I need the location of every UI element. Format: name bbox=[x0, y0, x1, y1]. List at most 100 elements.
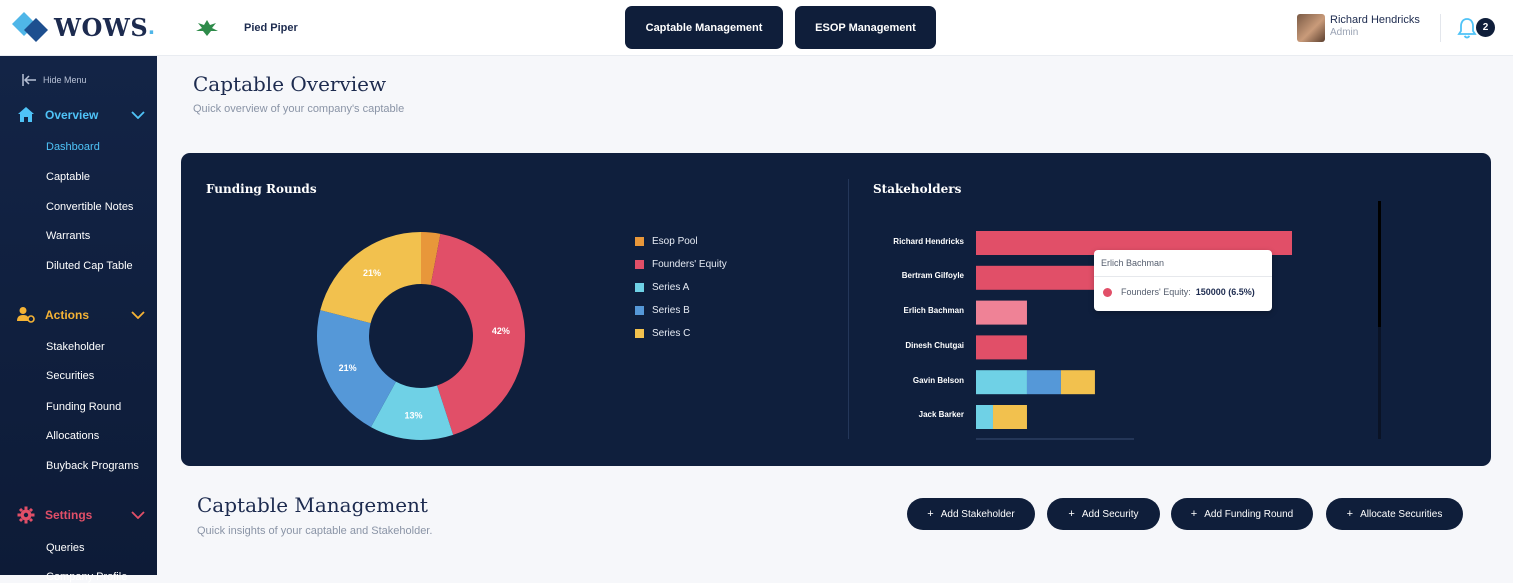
company-logo-icon bbox=[196, 20, 218, 36]
logo-dot: . bbox=[148, 13, 155, 40]
legend-swatch bbox=[635, 329, 644, 338]
company-name: Pied Piper bbox=[244, 22, 298, 34]
stakeholder-label: Gavin Belson bbox=[912, 376, 964, 385]
bar-segment[interactable] bbox=[976, 335, 1027, 360]
legend-swatch bbox=[635, 260, 644, 269]
top-bar: WOWS. Pied Piper Captable Management ESO… bbox=[0, 0, 1513, 56]
legend-swatch bbox=[635, 306, 644, 315]
legend-label: Founders' Equity bbox=[652, 259, 727, 270]
bar-segment[interactable] bbox=[976, 405, 993, 429]
bar-segment[interactable] bbox=[992, 405, 1027, 429]
legend-item[interactable]: Series C bbox=[635, 322, 727, 345]
funding-rounds-donut-chart: 42% 13% 21% 21% bbox=[317, 231, 525, 440]
user-profile[interactable]: Richard Hendricks Admin bbox=[1297, 14, 1420, 42]
sidebar-item-warrants[interactable]: Warrants bbox=[46, 230, 91, 242]
avatar bbox=[1297, 14, 1325, 42]
legend-item[interactable]: Series B bbox=[635, 299, 727, 322]
sidebar-item-queries[interactable]: Queries bbox=[46, 542, 85, 554]
sidebar-section-label: Settings bbox=[45, 508, 93, 522]
button-label: Add Stakeholder bbox=[940, 508, 1015, 520]
legend-label: Series B bbox=[652, 305, 690, 316]
page-title: Captable Overview bbox=[193, 72, 387, 96]
stakeholders-scrollbar-thumb[interactable] bbox=[1378, 201, 1381, 327]
section-title: Captable Management bbox=[197, 493, 428, 517]
sidebar-section-actions[interactable]: Actions bbox=[17, 306, 145, 323]
sidebar-item-diluted-cap-table[interactable]: Diluted Cap Table bbox=[46, 260, 133, 272]
esop-management-button[interactable]: ESOP Management bbox=[795, 6, 936, 49]
user-name: Richard Hendricks bbox=[1330, 14, 1420, 26]
add-security-button[interactable]: + Add Security bbox=[1047, 498, 1160, 530]
tooltip-series-dot bbox=[1103, 287, 1112, 297]
bar-segment[interactable] bbox=[976, 300, 1027, 325]
add-funding-round-button[interactable]: + Add Funding Round bbox=[1171, 498, 1313, 530]
pie-slice[interactable] bbox=[421, 232, 441, 285]
stakeholder-label: Jack Barker bbox=[918, 410, 964, 419]
legend-label: Series A bbox=[652, 282, 690, 293]
chevron-down-icon bbox=[131, 511, 145, 519]
stakeholders-title: Stakeholders bbox=[873, 182, 962, 196]
bar-segment[interactable] bbox=[1026, 370, 1061, 395]
user-gear-icon bbox=[17, 307, 35, 323]
captable-management-button[interactable]: Captable Management bbox=[625, 6, 783, 49]
pie-slice[interactable] bbox=[320, 231, 421, 324]
pie-slice[interactable] bbox=[430, 233, 525, 435]
plus-icon: + bbox=[1068, 508, 1075, 520]
sidebar-section-settings[interactable]: Settings bbox=[17, 506, 145, 524]
sidebar-item-buyback-programs[interactable]: Buyback Programs bbox=[46, 460, 139, 472]
sidebar-section-overview[interactable]: Overview bbox=[17, 106, 145, 123]
legend-item[interactable]: Esop Pool bbox=[635, 230, 727, 253]
funding-rounds-title: Funding Rounds bbox=[206, 182, 317, 196]
gear-icon bbox=[17, 506, 35, 524]
pie-data-label: 21% bbox=[363, 268, 381, 278]
legend-swatch bbox=[635, 237, 644, 246]
header-divider bbox=[1440, 14, 1441, 42]
funding-rounds-legend: Esop Pool Founders' Equity Series A Seri… bbox=[635, 230, 727, 345]
pie-data-label: 42% bbox=[492, 326, 510, 336]
chevron-down-icon bbox=[131, 310, 145, 319]
stakeholder-label: Dinesh Chutgai bbox=[905, 341, 964, 350]
sidebar-item-stakeholder[interactable]: Stakeholder bbox=[46, 341, 105, 353]
add-stakeholder-button[interactable]: + Add Stakeholder bbox=[907, 498, 1035, 530]
pie-data-label: 21% bbox=[339, 363, 357, 373]
card-divider bbox=[848, 179, 849, 439]
page-subtitle: Quick overview of your company's captabl… bbox=[193, 103, 405, 115]
chart-tooltip: Erlich Bachman Founders' Equity: 150000 … bbox=[1094, 250, 1272, 311]
button-label: Allocate Securities bbox=[1360, 508, 1443, 520]
legend-label: Series C bbox=[652, 328, 691, 339]
legend-swatch bbox=[635, 283, 644, 292]
pie-data-label: 13% bbox=[404, 411, 422, 421]
tooltip-title: Erlich Bachman bbox=[1094, 250, 1272, 277]
sidebar-item-dashboard[interactable]: Dashboard bbox=[46, 141, 100, 153]
stakeholders-bar-chart bbox=[976, 231, 1292, 440]
bar-segment[interactable] bbox=[976, 370, 1027, 395]
captable-overview-card: Funding Rounds 42% 13% 21% 21% Esop Pool Fo… bbox=[181, 153, 1491, 466]
sidebar-item-company-profile[interactable]: Company Profile bbox=[46, 571, 128, 583]
company-switcher[interactable]: Pied Piper bbox=[194, 17, 298, 39]
bell-icon[interactable] bbox=[1456, 16, 1478, 40]
sidebar-item-funding-round[interactable]: Funding Round bbox=[46, 401, 122, 413]
bar-segment[interactable] bbox=[1060, 370, 1095, 395]
legend-item[interactable]: Founders' Equity bbox=[635, 253, 727, 276]
stakeholder-label: Richard Hendricks bbox=[893, 237, 964, 246]
sidebar-section-label: Overview bbox=[45, 107, 99, 122]
sidebar-item-allocations[interactable]: Allocations bbox=[46, 430, 100, 442]
tooltip-value: 150000 (6.5%) bbox=[1195, 287, 1255, 297]
sidebar-item-captable[interactable]: Captable bbox=[46, 171, 91, 183]
stakeholder-label: Bertram Gilfoyle bbox=[901, 271, 964, 280]
sidebar-item-convertible-notes[interactable]: Convertible Notes bbox=[46, 201, 134, 213]
pie-slice[interactable] bbox=[370, 381, 454, 440]
button-label: Add Security bbox=[1081, 508, 1139, 520]
notification-count-badge[interactable]: 2 bbox=[1476, 18, 1495, 37]
sidebar-section-label: Actions bbox=[45, 307, 90, 322]
pie-slice[interactable] bbox=[317, 310, 396, 428]
wows-logo[interactable]: WOWS. bbox=[10, 10, 155, 44]
sidebar: Hide Menu Overview Dashboard Captable Co… bbox=[0, 56, 157, 583]
allocate-securities-button[interactable]: + Allocate Securities bbox=[1326, 498, 1463, 530]
bar-segment[interactable] bbox=[976, 265, 1109, 290]
wows-logo-icon bbox=[12, 12, 48, 42]
sidebar-item-securities[interactable]: Securities bbox=[46, 370, 95, 382]
legend-item[interactable]: Series A bbox=[635, 276, 727, 299]
plus-icon: + bbox=[1190, 508, 1198, 520]
hide-menu-button[interactable]: Hide Menu bbox=[22, 74, 87, 86]
button-label: Add Funding Round bbox=[1204, 508, 1294, 520]
